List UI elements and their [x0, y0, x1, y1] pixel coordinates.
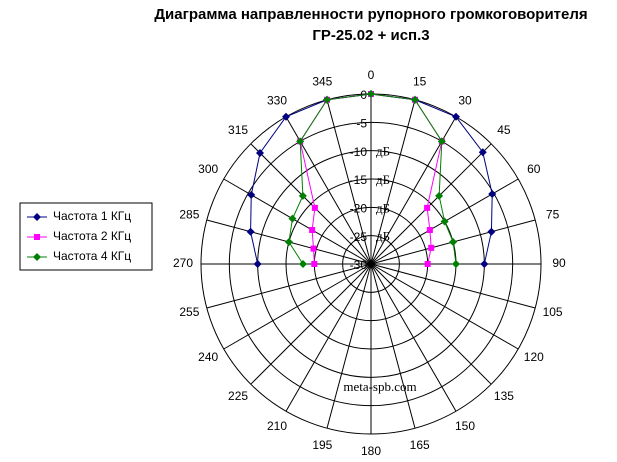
angle-label: 270 [173, 256, 193, 270]
angle-label: 15 [413, 75, 427, 89]
r-tick-label: -5 [356, 117, 367, 131]
legend-label: Частота 4 КГц [53, 249, 131, 263]
angle-label: 225 [228, 389, 248, 403]
grid-spoke [223, 263, 372, 350]
r-unit-label: дБ [376, 200, 390, 215]
grid-spoke [370, 263, 457, 412]
angle-label: 195 [312, 438, 332, 452]
angle-label: 330 [267, 93, 287, 107]
grid-spoke [326, 99, 372, 265]
marker [323, 95, 332, 104]
r-tick-label: -15 [350, 173, 368, 187]
r-tick-label: -10 [350, 145, 368, 159]
marker [284, 238, 293, 247]
angle-label: 210 [267, 419, 287, 433]
marker [282, 112, 290, 121]
chart-title: Диаграмма направленности рупорного громк… [154, 6, 587, 23]
angle-label: 255 [179, 305, 199, 319]
marker [410, 95, 419, 104]
angle-label: 0 [368, 68, 375, 82]
marker [296, 137, 305, 146]
angle-label: 90 [552, 256, 566, 270]
grid-spoke [206, 263, 372, 309]
marker [452, 112, 460, 121]
angle-label: 60 [527, 162, 541, 176]
marker [440, 217, 449, 226]
marker [288, 214, 297, 223]
angle-label: 150 [455, 419, 475, 433]
angle-label: 300 [198, 162, 218, 176]
marker [435, 191, 444, 200]
grid-spoke [370, 263, 536, 309]
marker [428, 244, 435, 251]
marker [253, 260, 262, 268]
legend-label: Частота 2 КГц [53, 229, 131, 243]
marker [311, 204, 318, 211]
angle-label: 75 [546, 208, 560, 222]
watermark: meta-spb.com [343, 379, 416, 394]
marker [311, 261, 318, 267]
marker [480, 260, 489, 268]
legend-marker [33, 213, 41, 221]
r-unit-label: дБ [376, 172, 390, 187]
marker [452, 260, 460, 268]
angle-label: 105 [543, 305, 563, 319]
grid-spoke [250, 263, 372, 385]
marker [256, 149, 265, 158]
marker [424, 261, 431, 267]
angle-label: 165 [410, 438, 430, 452]
r-tick-label: -20 [350, 202, 368, 216]
angle-label: 180 [361, 444, 381, 458]
grid-spoke [326, 263, 372, 429]
grid-spoke [285, 263, 372, 412]
grid-spoke [250, 143, 372, 265]
angle-label: 315 [228, 123, 248, 137]
angle-label: 135 [494, 389, 514, 403]
chart-subtitle: ГР-25.02 + исп.3 [312, 27, 429, 44]
marker [424, 204, 431, 211]
marker [367, 90, 375, 98]
marker [478, 148, 487, 157]
grid-spoke [370, 263, 416, 429]
marker [487, 227, 496, 236]
marker [449, 238, 458, 247]
grid-spoke [223, 178, 372, 265]
legend-marker [33, 253, 41, 261]
legend-marker [34, 234, 40, 240]
marker [310, 245, 317, 252]
marker [488, 190, 497, 199]
marker [298, 191, 307, 200]
angle-label: 45 [497, 123, 511, 137]
marker [426, 227, 433, 233]
grid-spoke [370, 263, 492, 385]
grid-spoke [370, 263, 519, 350]
grid-spoke [370, 143, 492, 265]
marker [246, 227, 255, 236]
marker [437, 137, 446, 146]
angle-label: 30 [458, 93, 472, 107]
angle-label: 285 [179, 208, 199, 222]
marker [299, 260, 307, 268]
angle-label: 120 [524, 350, 544, 364]
marker [247, 190, 256, 199]
legend-label: Частота 1 КГц [53, 209, 131, 223]
r-unit-label: дБ [376, 144, 390, 159]
angle-label: 240 [198, 350, 218, 364]
marker [309, 227, 316, 233]
angle-label: 345 [312, 75, 332, 89]
grid-spoke [370, 99, 416, 265]
